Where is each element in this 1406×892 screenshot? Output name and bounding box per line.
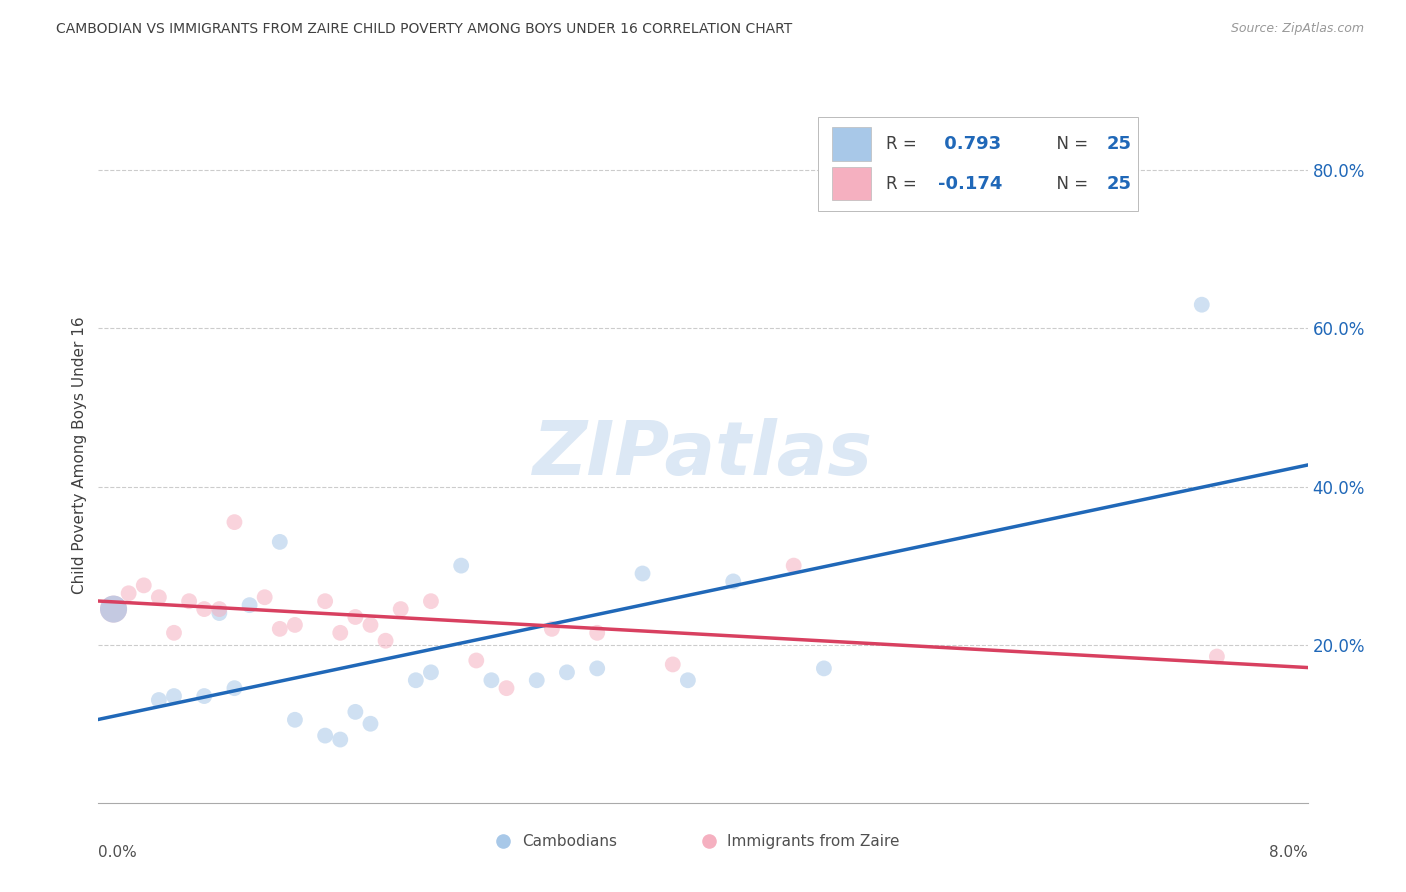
Point	[783, 558, 806, 573]
Point	[253, 591, 276, 605]
Point	[1206, 649, 1229, 664]
Point	[163, 625, 186, 640]
Point	[284, 618, 307, 632]
FancyBboxPatch shape	[832, 167, 872, 201]
Point	[420, 594, 443, 608]
Point	[118, 586, 141, 600]
Point	[148, 693, 170, 707]
Point	[132, 578, 155, 592]
Point	[1191, 298, 1213, 312]
Point	[495, 681, 517, 695]
Point	[329, 732, 352, 747]
Point	[813, 661, 835, 675]
Point	[103, 602, 125, 616]
Y-axis label: Child Poverty Among Boys Under 16: Child Poverty Among Boys Under 16	[72, 316, 87, 594]
FancyBboxPatch shape	[832, 128, 872, 161]
Point	[148, 591, 170, 605]
Text: 0.793: 0.793	[938, 135, 1001, 153]
Point	[179, 594, 201, 608]
Text: 8.0%: 8.0%	[1268, 845, 1308, 860]
Point	[193, 689, 215, 703]
Text: R =: R =	[886, 175, 921, 193]
Point	[450, 558, 472, 573]
Point	[208, 602, 231, 616]
Point	[541, 622, 564, 636]
Text: 0.0%: 0.0%	[98, 845, 138, 860]
Text: Source: ZipAtlas.com: Source: ZipAtlas.com	[1230, 22, 1364, 36]
Point	[269, 534, 291, 549]
Point	[555, 665, 578, 680]
Point	[374, 633, 396, 648]
Point	[662, 657, 685, 672]
Point	[163, 689, 186, 703]
Text: CAMBODIAN VS IMMIGRANTS FROM ZAIRE CHILD POVERTY AMONG BOYS UNDER 16 CORRELATION: CAMBODIAN VS IMMIGRANTS FROM ZAIRE CHILD…	[56, 22, 793, 37]
Text: Cambodians: Cambodians	[522, 833, 617, 848]
Point	[389, 602, 412, 616]
Point	[193, 602, 215, 616]
FancyBboxPatch shape	[818, 118, 1139, 211]
Point	[631, 566, 654, 581]
Point	[526, 673, 548, 688]
Point	[224, 515, 246, 529]
Text: 25: 25	[1107, 135, 1132, 153]
Point	[405, 673, 427, 688]
Point	[224, 681, 246, 695]
Text: ZIPatlas: ZIPatlas	[533, 418, 873, 491]
Point	[676, 673, 699, 688]
Point	[723, 574, 745, 589]
Point	[344, 705, 367, 719]
Point	[208, 606, 231, 620]
Point	[314, 729, 336, 743]
Point	[360, 618, 382, 632]
Point	[360, 716, 382, 731]
Text: 25: 25	[1107, 175, 1132, 193]
Point	[239, 598, 262, 612]
Text: -0.174: -0.174	[938, 175, 1002, 193]
Point	[314, 594, 336, 608]
Point	[344, 610, 367, 624]
Point	[420, 665, 443, 680]
Point	[284, 713, 307, 727]
Text: Immigrants from Zaire: Immigrants from Zaire	[727, 833, 900, 848]
Point	[481, 673, 503, 688]
Point	[329, 625, 352, 640]
Text: R =: R =	[886, 135, 921, 153]
Point	[586, 661, 609, 675]
Point	[269, 622, 291, 636]
Text: N =: N =	[1046, 175, 1094, 193]
Text: N =: N =	[1046, 135, 1094, 153]
Point	[103, 602, 125, 616]
Point	[465, 653, 488, 667]
Point	[586, 625, 609, 640]
